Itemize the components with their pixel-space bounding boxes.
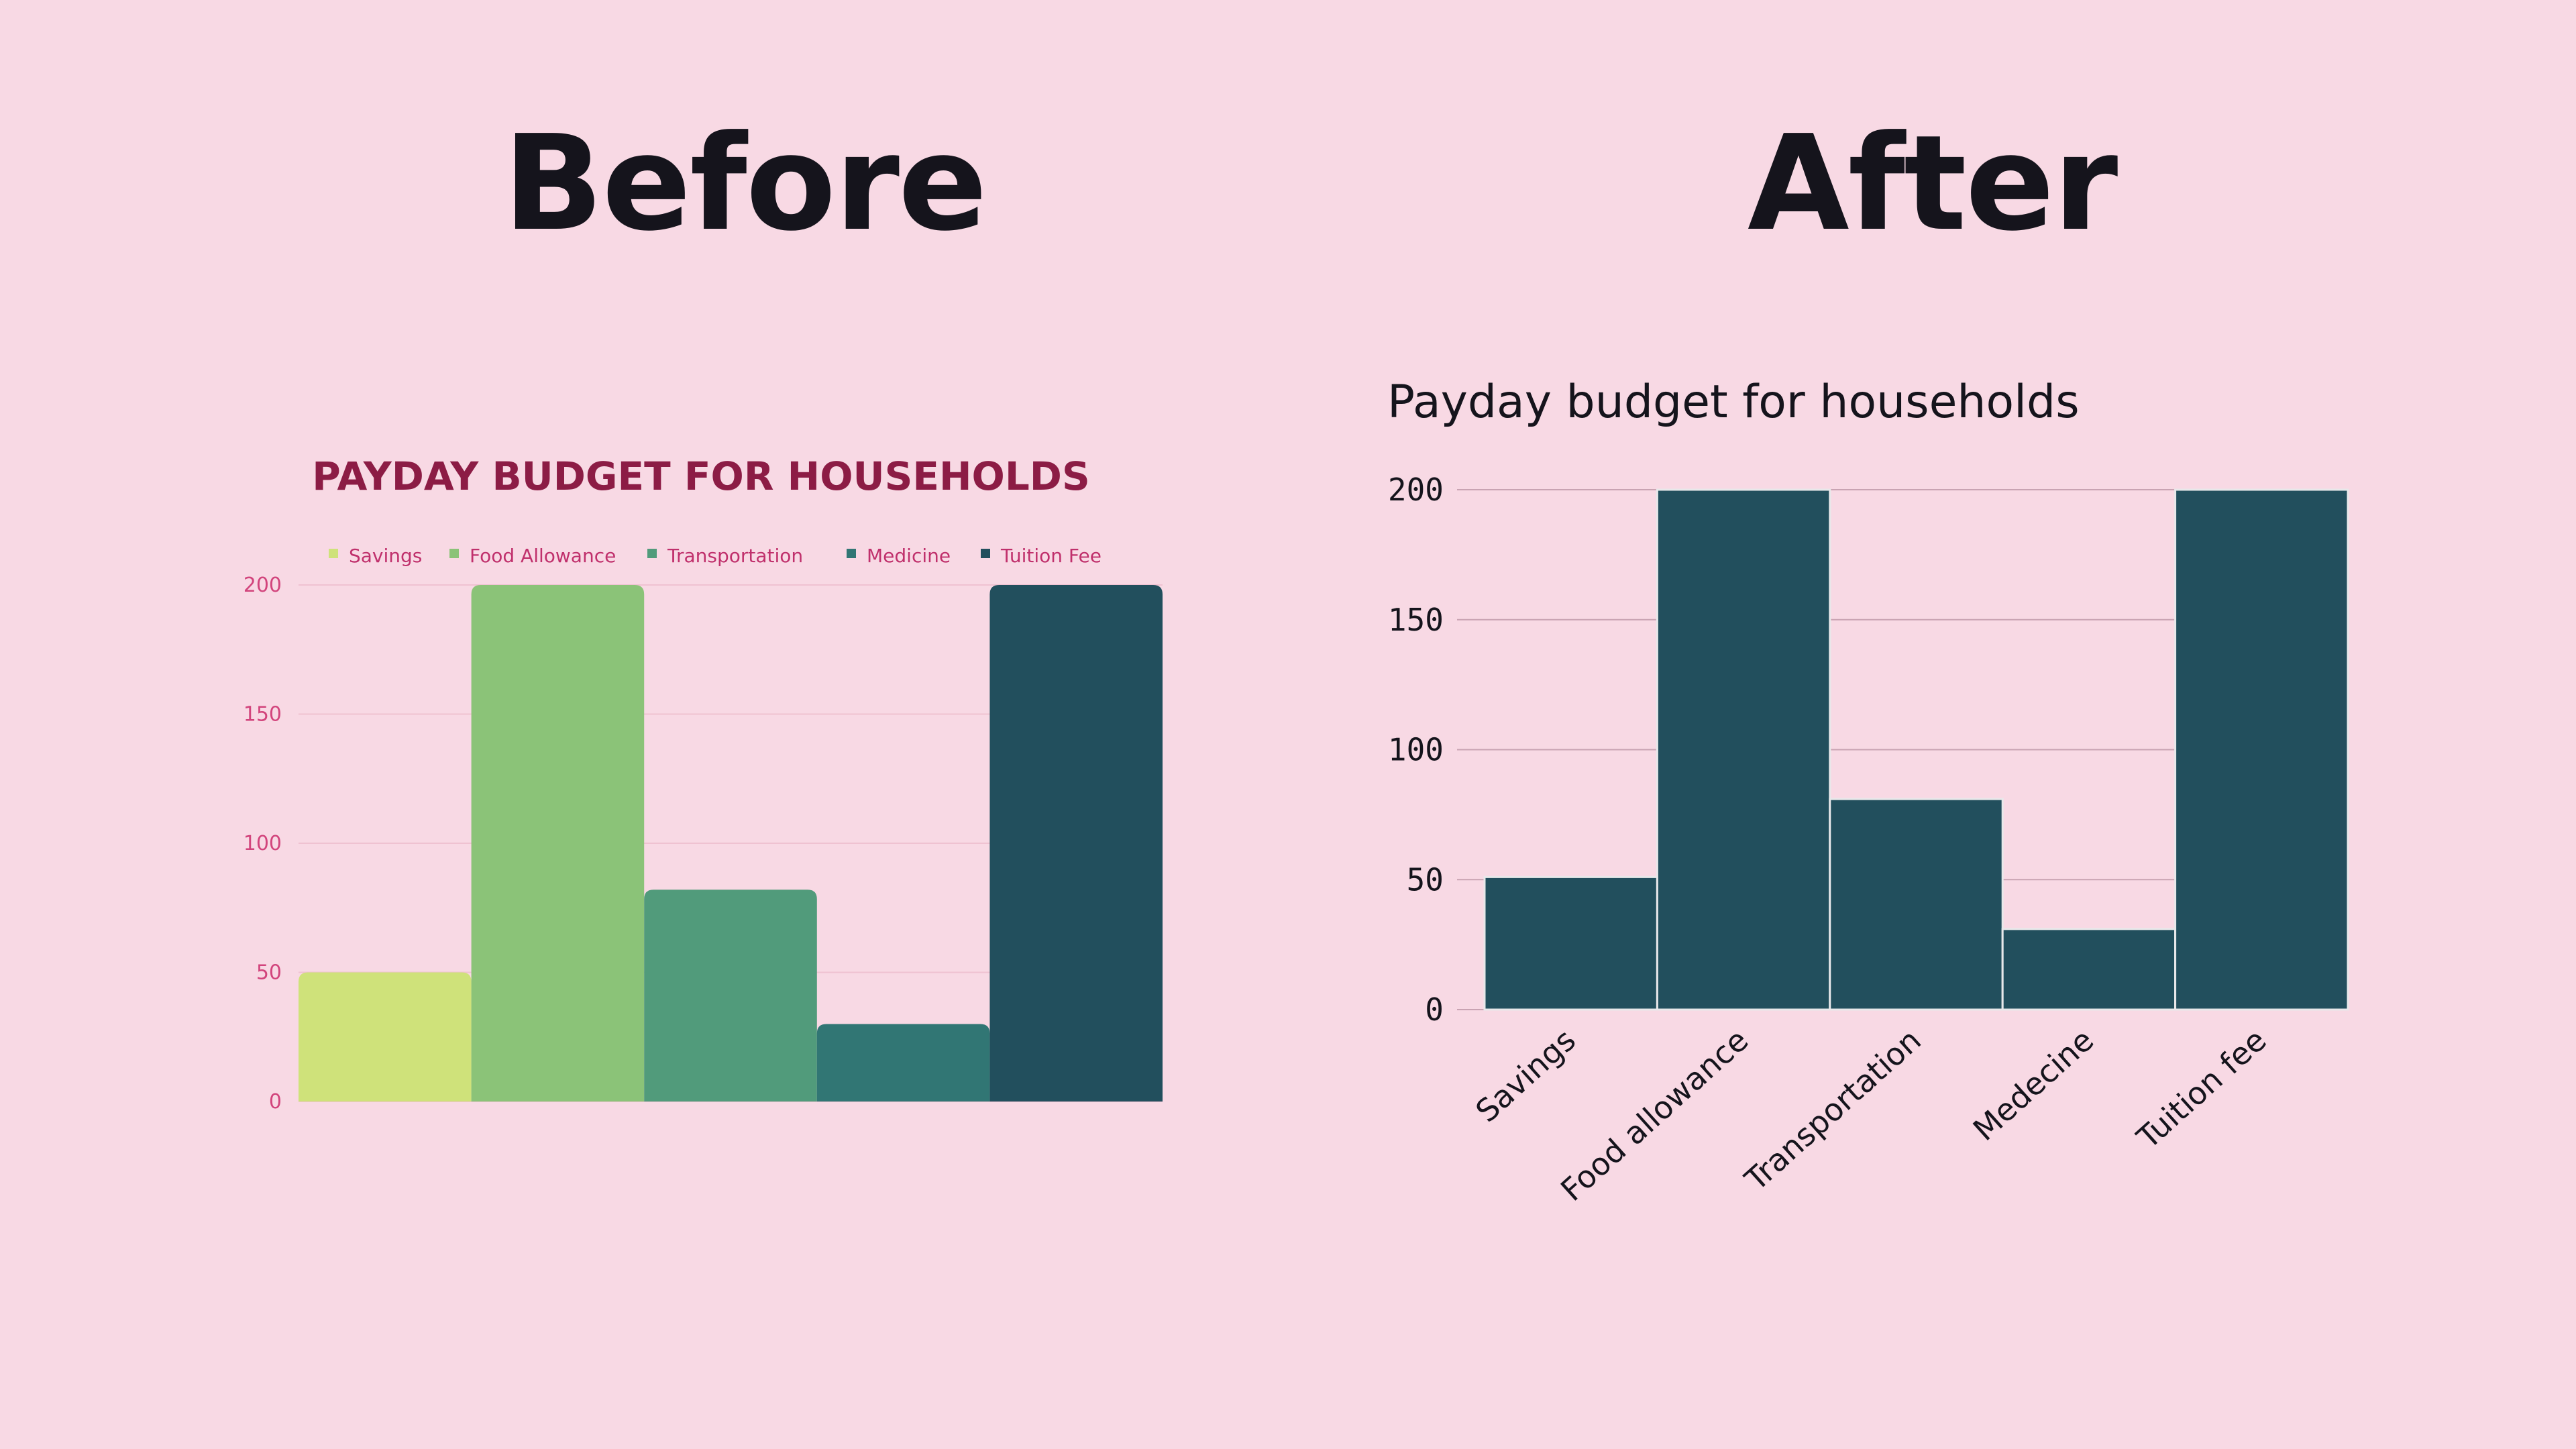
after-bars bbox=[1483, 488, 2349, 1011]
before-heading: Before bbox=[503, 107, 987, 260]
after-x-tick-label: Savings bbox=[1468, 1022, 1582, 1129]
after-y-ticks: 0 50 100 150 200 bbox=[1388, 472, 1444, 1028]
after-y-tick-label: 100 bbox=[1388, 732, 1444, 768]
before-legend-label: Medicine bbox=[867, 545, 951, 567]
before-y-tick-label: 200 bbox=[244, 574, 282, 597]
before-legend-swatch bbox=[329, 549, 338, 558]
before-chart-title: PAYDAY BUDGET FOR HOUSEHOLDS bbox=[312, 453, 1089, 499]
after-y-tick-label: 0 bbox=[1425, 991, 1444, 1028]
before-legend-swatch bbox=[647, 549, 657, 558]
before-y-tick-label: 150 bbox=[244, 703, 282, 727]
after-chart-title: Payday budget for households bbox=[1387, 376, 2080, 429]
before-bar bbox=[644, 890, 817, 1102]
before-y-ticks: 0 50 100 150 200 bbox=[244, 574, 282, 1114]
before-bar bbox=[989, 585, 1163, 1102]
after-x-tick-label: Medecine bbox=[1966, 1022, 2100, 1148]
before-y-tick-label: 0 bbox=[269, 1090, 282, 1114]
before-legend: Savings Food Allowance Transportation Medic… bbox=[329, 545, 1102, 567]
after-bar bbox=[1829, 798, 2004, 1011]
before-legend-label: Tuition Fee bbox=[1000, 545, 1102, 567]
after-heading: After bbox=[1748, 107, 2118, 260]
after-y-tick-label: 50 bbox=[1407, 861, 1444, 898]
after-x-tick-label: Food allowance bbox=[1554, 1022, 1755, 1208]
before-bar bbox=[299, 972, 472, 1102]
before-bars bbox=[299, 585, 1163, 1102]
before-legend-label: Savings bbox=[349, 545, 422, 567]
before-legend-swatch bbox=[847, 549, 856, 558]
before-legend-label: Transportation bbox=[667, 545, 803, 567]
before-legend-label: Food Allowance bbox=[470, 545, 616, 567]
before-legend-swatch bbox=[449, 549, 459, 558]
after-bar bbox=[2174, 488, 2349, 1011]
after-y-tick-label: 150 bbox=[1388, 602, 1444, 638]
before-bar bbox=[471, 585, 645, 1102]
after-x-tick-label: Tuition fee bbox=[2129, 1022, 2273, 1156]
before-legend-swatch bbox=[981, 549, 990, 558]
after-bar bbox=[1483, 875, 1658, 1011]
before-bar bbox=[816, 1024, 990, 1102]
after-bar bbox=[2001, 928, 2177, 1011]
before-y-tick-label: 100 bbox=[244, 832, 282, 855]
after-x-tick-label: Transportation bbox=[1737, 1022, 1928, 1198]
before-y-tick-label: 50 bbox=[256, 961, 282, 985]
after-bar bbox=[1656, 488, 1831, 1011]
after-y-tick-label: 200 bbox=[1388, 472, 1444, 508]
